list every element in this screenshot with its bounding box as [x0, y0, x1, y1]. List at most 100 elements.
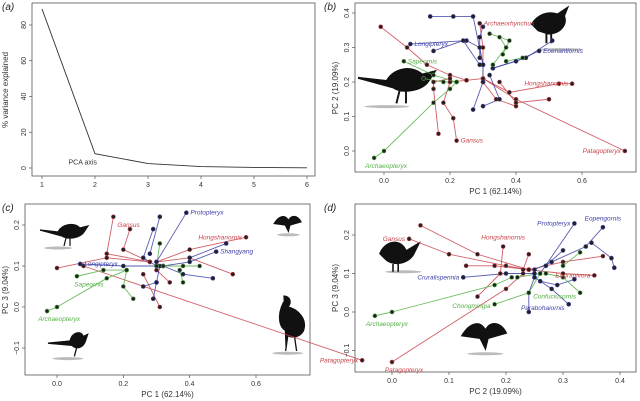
y-axis-title: % variance explained [1, 52, 10, 128]
taxon-point-green [487, 31, 492, 37]
taxon-label: Parabohaiornis [521, 305, 565, 312]
bird-longtail-icon [357, 68, 437, 104]
taxon-point-blue [184, 210, 189, 215]
taxon-point-red [187, 247, 192, 252]
phylogeny-branch-blue [149, 216, 161, 254]
plot-frame [354, 203, 637, 373]
phylogeny-branch-blue [545, 250, 564, 267]
y-tick-label: 0.1 [344, 112, 351, 122]
taxon-point-blue [487, 72, 492, 78]
phylogeny-branch-blue [143, 281, 157, 287]
x-tick-label: 0.4 [615, 378, 625, 385]
panel-label: (b) [324, 2, 336, 13]
taxon-point-red [424, 62, 430, 68]
y-tick-label: −0.1 [344, 343, 351, 357]
plot-frame [31, 2, 316, 177]
x-tick-label: 0.2 [118, 381, 128, 388]
taxon-point-green [492, 282, 497, 288]
taxon-point-red [492, 263, 497, 269]
taxon-point-red [418, 223, 423, 228]
taxon-label: Hongshanornis [524, 81, 568, 88]
taxon-point-blue [450, 14, 456, 19]
taxon-point-blue [554, 282, 560, 288]
x-tick-label: 0.3 [558, 378, 568, 385]
x-tick-label: 0.0 [379, 178, 389, 185]
taxon-point-green [180, 263, 186, 269]
taxon-label: Eopengornis [585, 215, 622, 222]
taxon-label: Sapeornis [408, 58, 438, 65]
phylogeny-branch-red [391, 273, 524, 363]
taxon-point-red [526, 251, 532, 257]
taxon-point-green [389, 309, 395, 315]
x-tick-label: 2 [93, 182, 97, 189]
taxon-point-red [520, 267, 526, 272]
taxon-label: Gansus [117, 222, 140, 229]
taxon-point-blue [589, 240, 594, 245]
taxon-point-green [509, 275, 515, 280]
taxon-point-blue [503, 271, 509, 276]
y-axis-title: PC 3 (9.04%) [331, 264, 340, 312]
taxon-point-red [431, 86, 436, 92]
taxon-point-red [121, 247, 126, 252]
taxon-point-green [507, 38, 512, 43]
taxon-point-green [490, 62, 496, 68]
taxon-point-green [421, 76, 426, 81]
taxon-point-green [454, 79, 459, 85]
taxon-point-blue [77, 261, 83, 267]
taxon-point-green [520, 55, 525, 61]
taxon-point-blue [154, 259, 159, 265]
taxon-point-blue [566, 301, 572, 307]
plot-frame [24, 203, 311, 376]
taxon-point-red [513, 103, 519, 109]
taxon-point-green [560, 275, 566, 280]
taxon-point-blue [210, 275, 216, 281]
taxon-label: Patagopteryx [385, 367, 424, 374]
taxon-point-red [526, 267, 532, 272]
taxon-label: Archaeopteryx [37, 316, 81, 323]
taxon-point-red [104, 255, 110, 261]
taxon-point-red [569, 81, 575, 87]
taxon-point-green [503, 45, 509, 50]
taxon-point-blue [427, 14, 433, 19]
bird-primitive-icon [47, 332, 89, 357]
taxon-point-green [441, 79, 446, 85]
taxon-point-blue [147, 251, 153, 256]
taxon-point-blue [549, 259, 554, 265]
taxon-point-green [497, 34, 502, 40]
x-tick-label: 0.4 [185, 381, 195, 388]
taxon-point-blue [583, 244, 589, 249]
taxon-point-red [475, 294, 480, 299]
taxon-label: Shangyang [220, 249, 253, 256]
taxon-point-red [475, 251, 480, 257]
taxon-point-blue [180, 271, 186, 277]
phylogeny-branch-blue [410, 40, 484, 65]
taxon-point-red [389, 359, 395, 365]
phylogeny-branch-green [46, 269, 127, 312]
taxon-point-green [372, 313, 378, 319]
taxon-point-red [497, 79, 502, 85]
taxon-point-red [406, 236, 412, 242]
taxon-point-green [157, 241, 163, 246]
taxon-point-green [74, 273, 80, 279]
taxon-point-blue [532, 271, 537, 276]
taxon-point-blue [497, 96, 502, 102]
taxon-point-red [147, 259, 153, 265]
taxon-point-blue [526, 309, 532, 315]
taxon-point-red [622, 148, 628, 154]
taxon-point-blue [460, 275, 466, 280]
taxon-point-green [54, 304, 60, 310]
bird-flightless-icon [278, 295, 305, 352]
taxon-point-green [401, 58, 407, 64]
taxon-point-blue [560, 248, 566, 253]
taxon-point-red [454, 138, 459, 143]
y-axis-title: PC 3 (9.04%) [1, 266, 10, 314]
y-axis-title: PC 2 (19.09%) [331, 61, 340, 114]
taxon-point-blue [572, 276, 577, 282]
x-tick-label: 3 [146, 182, 150, 189]
taxon-point-red [507, 90, 512, 95]
taxon-point-blue [150, 296, 156, 302]
taxon-point-blue [213, 249, 219, 254]
taxon-point-blue [140, 255, 146, 261]
silhouette-shadow [277, 233, 300, 237]
